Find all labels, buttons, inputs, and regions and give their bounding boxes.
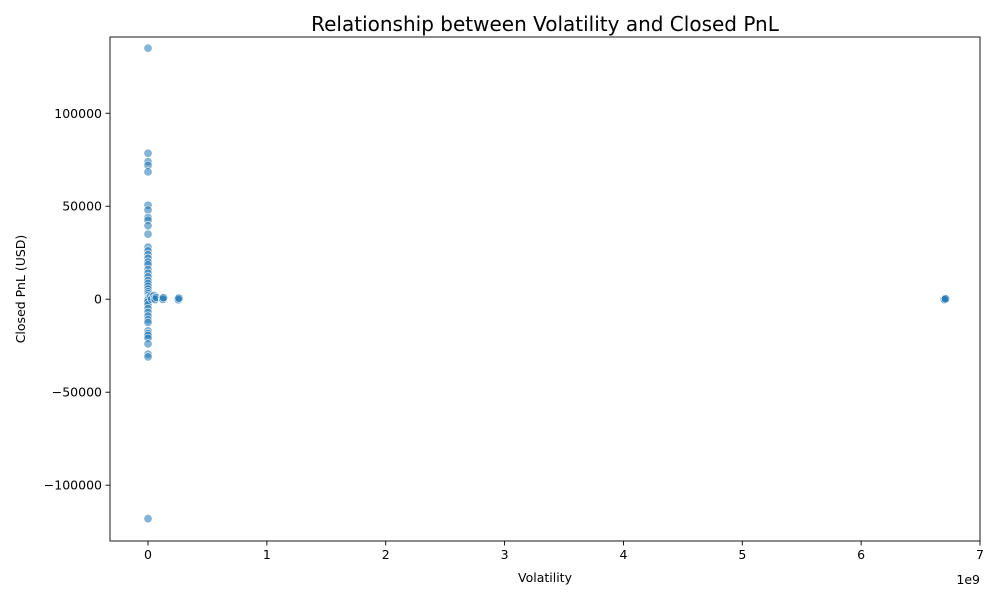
x-axis-ticks: 0 1 2 3 4 5 6 7 (144, 541, 984, 562)
data-point (143, 352, 153, 362)
y-tick-label: 0 (94, 292, 102, 307)
x-axis-label: Volatility (518, 570, 573, 585)
y-tick-label: −50000 (52, 385, 102, 400)
x-tick-label: 7 (976, 547, 984, 562)
data-point (143, 514, 153, 524)
data-point (143, 148, 153, 158)
data-point (158, 293, 168, 303)
chart-title: Relationship between Volatility and Clos… (311, 12, 780, 36)
data-point (143, 43, 153, 53)
x-tick-label: 2 (382, 547, 390, 562)
data-point (174, 293, 184, 303)
x-tick-label: 0 (144, 547, 152, 562)
y-tick-label: 100000 (54, 106, 102, 121)
data-point (143, 167, 153, 177)
x-tick-label: 5 (738, 547, 746, 562)
data-point (143, 339, 153, 349)
y-tick-label: −100000 (44, 478, 102, 493)
data-point (143, 229, 153, 239)
x-tick-label: 1 (263, 547, 271, 562)
y-axis-label: Closed PnL (USD) (13, 235, 28, 344)
data-point (143, 317, 153, 327)
x-tick-label: 3 (501, 547, 509, 562)
y-tick-label: 50000 (62, 199, 102, 214)
data-points (143, 43, 951, 524)
data-point (143, 221, 153, 231)
x-tick-label: 4 (619, 547, 627, 562)
x-tick-label: 6 (857, 547, 865, 562)
data-point (941, 294, 951, 304)
x-axis-offset-label: 1e9 (956, 572, 980, 587)
plot-area-frame (109, 36, 981, 542)
y-axis-ticks: −100000 −50000 0 50000 100000 (44, 106, 110, 493)
